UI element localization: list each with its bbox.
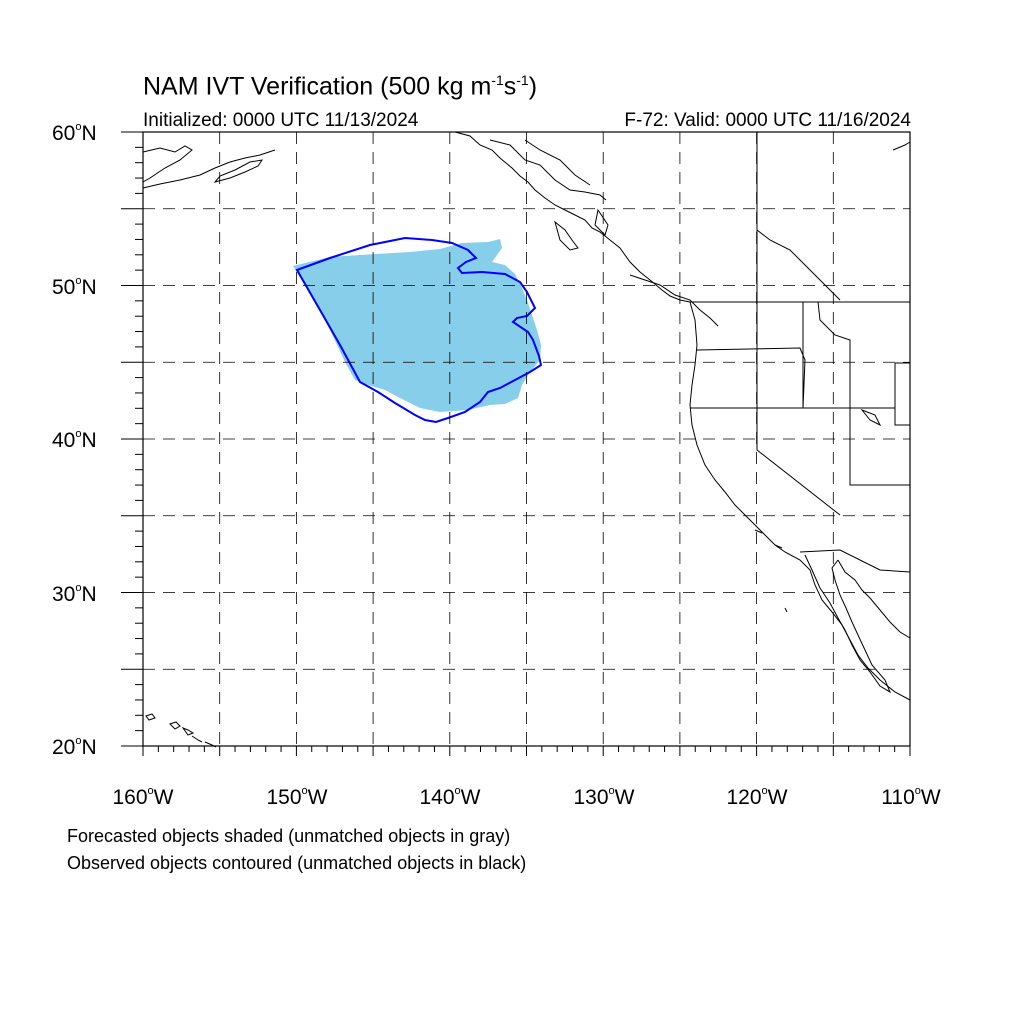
lon-label-150: 150oW [266, 785, 328, 809]
lat-label-20: 20oN [52, 735, 97, 759]
coastline-borders [142, 131, 911, 748]
footer-forecast-note: Forecasted objects shaded (unmatched obj… [67, 826, 511, 846]
axis-ticks [121, 131, 911, 756]
observed-object-contour [295, 236, 543, 424]
lat-label-60: 60oN [52, 121, 97, 145]
lat-label-50: 50oN [52, 275, 97, 299]
graticule-grid [143, 132, 910, 746]
footer-observed-note: Observed objects contoured (unmatched ob… [67, 853, 527, 873]
lon-label-160: 160oW [112, 785, 174, 809]
lon-label-140: 140oW [419, 785, 481, 809]
map-title: NAM IVT Verification (500 kg m-1s-1) [143, 72, 538, 101]
lat-label-30: 30oN [52, 582, 97, 606]
initialized-label: Initialized: 0000 UTC 11/13/2024 [143, 110, 419, 131]
valid-time-label: F-72: Valid: 0000 UTC 11/16/2024 [624, 110, 911, 131]
lat-label-40: 40oN [52, 428, 97, 452]
lon-label-130: 130oW [573, 785, 635, 809]
forecast-object-shaded [293, 239, 541, 412]
lon-label-110: 110oW [881, 785, 941, 809]
lon-label-120: 120oW [726, 785, 788, 809]
